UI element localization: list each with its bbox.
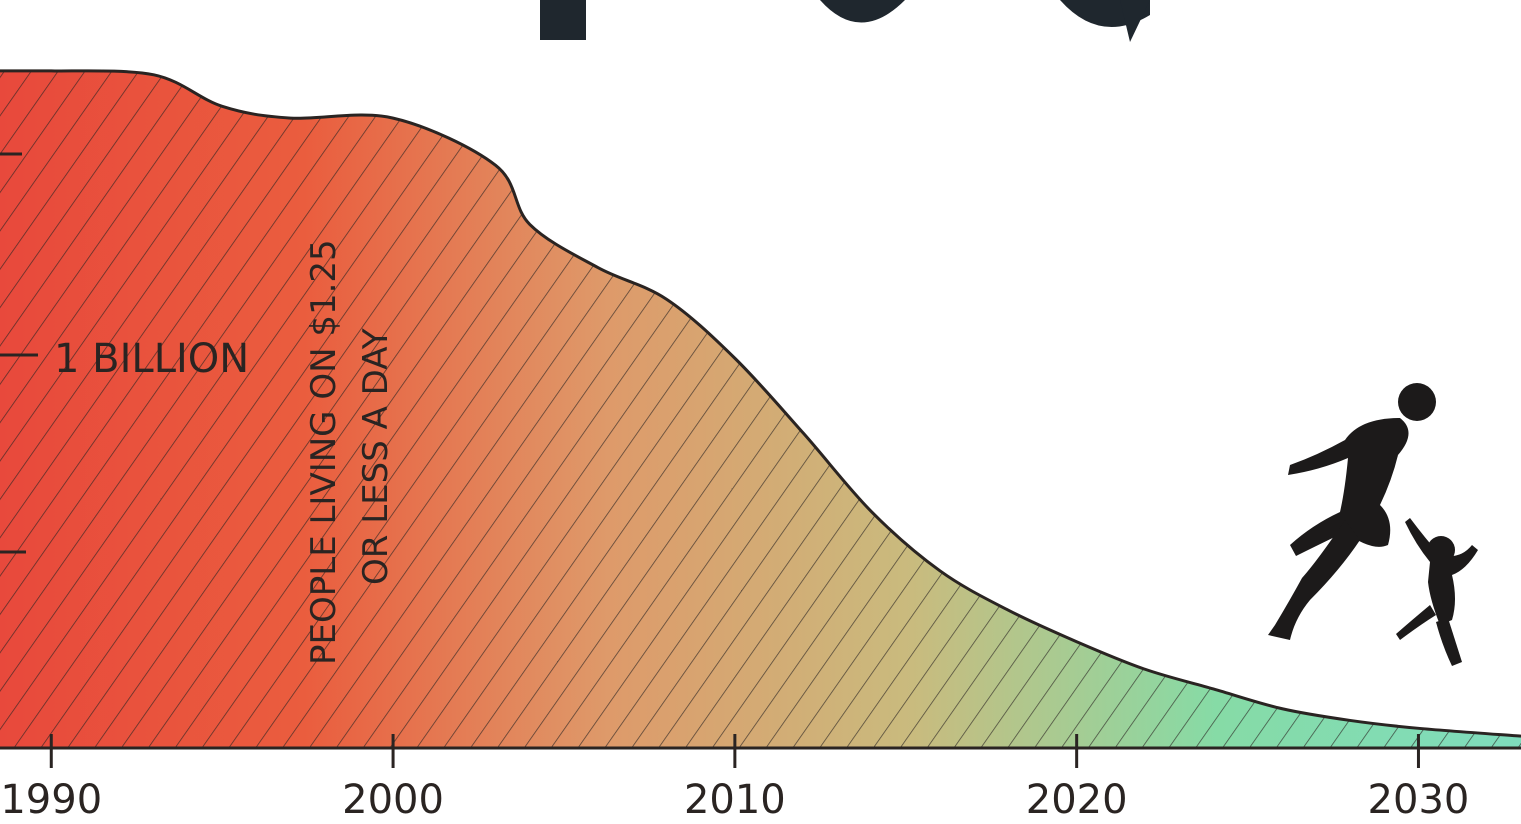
annotation-line-1: PEOPLE LIVING ON $1.25 bbox=[304, 239, 344, 665]
title-fragment bbox=[540, 0, 1150, 42]
x-tick-label-2020: 2020 bbox=[1026, 777, 1128, 823]
area-annotation: PEOPLE LIVING ON $1.25 OR LESS A DAY bbox=[304, 239, 396, 665]
running-adult-silhouette bbox=[1268, 383, 1436, 640]
area-outline bbox=[0, 69, 1521, 738]
x-tick-label-2010: 2010 bbox=[684, 777, 786, 823]
x-tick-label-1990: 1990 bbox=[0, 777, 102, 823]
x-axis-ticks: 1990 2000 2010 2020 2030 bbox=[0, 734, 1469, 823]
x-tick-label-2030: 2030 bbox=[1368, 777, 1470, 823]
annotation-line-2: OR LESS A DAY bbox=[356, 328, 396, 585]
running-child-silhouette bbox=[1396, 518, 1478, 666]
x-tick-label-2000: 2000 bbox=[342, 777, 444, 823]
y-tick-label-1-billion: 1 BILLION bbox=[54, 336, 249, 382]
y-axis-ticks bbox=[0, 152, 38, 554]
